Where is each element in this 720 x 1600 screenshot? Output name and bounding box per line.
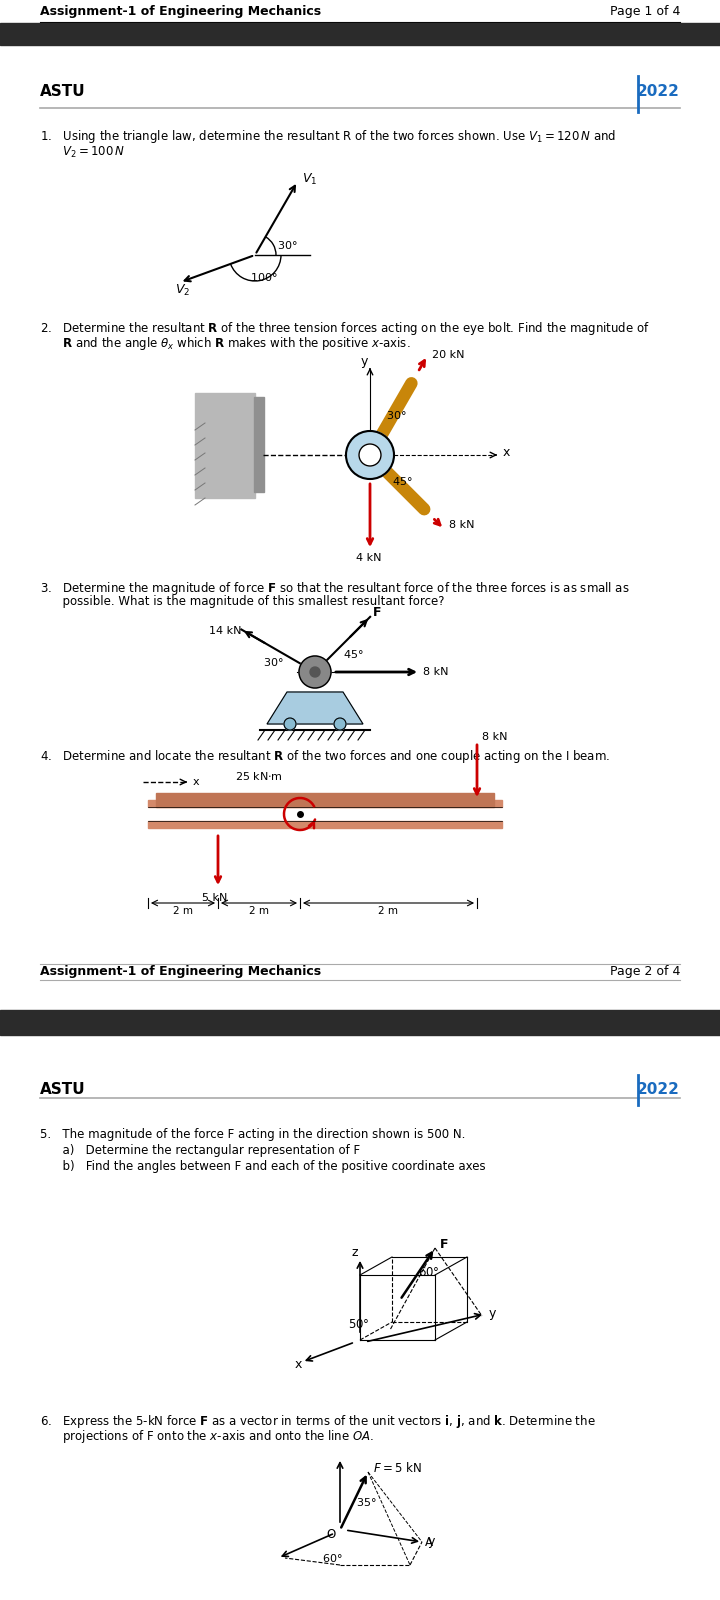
Text: $45°$: $45°$ xyxy=(343,648,364,659)
Text: $\mathbf{R}$ and the angle $\theta_x$ which $\mathbf{R}$ makes with the positive: $\mathbf{R}$ and the angle $\theta_x$ wh… xyxy=(40,334,410,352)
Text: $30°$: $30°$ xyxy=(263,656,284,669)
Text: 2 m: 2 m xyxy=(249,906,269,915)
Text: x: x xyxy=(193,778,199,787)
Text: 2022: 2022 xyxy=(637,85,680,99)
Text: $V_2 = 100\,N$: $V_2 = 100\,N$ xyxy=(40,146,125,160)
Text: F: F xyxy=(440,1238,449,1251)
Text: 2 m: 2 m xyxy=(173,906,193,915)
Polygon shape xyxy=(267,691,363,723)
Circle shape xyxy=(284,718,296,730)
Text: 2 m: 2 m xyxy=(379,906,398,915)
Circle shape xyxy=(310,667,320,677)
Text: Page 2 of 4: Page 2 of 4 xyxy=(610,965,680,979)
Text: $50°$: $50°$ xyxy=(348,1318,369,1331)
Bar xyxy=(254,397,264,493)
Bar xyxy=(148,800,502,806)
Text: $35°$: $35°$ xyxy=(356,1496,377,1507)
Text: 4.   Determine and locate the resultant $\mathbf{R}$ of the two forces and one c: 4. Determine and locate the resultant $\… xyxy=(40,749,610,765)
Text: y: y xyxy=(361,355,369,368)
Circle shape xyxy=(346,430,394,478)
Bar xyxy=(195,394,255,498)
Text: b)   Find the angles between F and each of the positive coordinate axes: b) Find the angles between F and each of… xyxy=(40,1160,485,1173)
Bar xyxy=(0,1010,720,1035)
Text: $30°$: $30°$ xyxy=(386,410,407,421)
Circle shape xyxy=(359,443,381,466)
Circle shape xyxy=(334,718,346,730)
Text: 5.   The magnitude of the force F acting in the direction shown is 500 N.: 5. The magnitude of the force F acting i… xyxy=(40,1128,465,1141)
Text: O: O xyxy=(326,1528,336,1541)
Text: $60°$: $60°$ xyxy=(322,1552,343,1565)
Text: x: x xyxy=(295,1357,302,1371)
Text: $100°$: $100°$ xyxy=(250,270,278,283)
Text: $V_2$: $V_2$ xyxy=(175,283,190,298)
Text: 1.   Using the triangle law, determine the resultant R of the two forces shown. : 1. Using the triangle law, determine the… xyxy=(40,128,616,146)
Text: possible. What is the magnitude of this smallest resultant force?: possible. What is the magnitude of this … xyxy=(40,595,444,608)
Text: $45°$: $45°$ xyxy=(392,475,413,486)
Text: 5 kN: 5 kN xyxy=(202,893,228,902)
Text: Page 1 of 4: Page 1 of 4 xyxy=(610,5,680,19)
Bar xyxy=(156,794,494,806)
Text: ASTU: ASTU xyxy=(40,1083,86,1098)
Text: z: z xyxy=(352,1246,359,1259)
Text: $30°$: $30°$ xyxy=(277,238,297,251)
Text: y: y xyxy=(428,1536,436,1549)
Text: 25 kN$\cdot$m: 25 kN$\cdot$m xyxy=(235,770,283,782)
Text: 6.   Express the 5-kN force $\mathbf{F}$ as a vector in terms of the unit vector: 6. Express the 5-kN force $\mathbf{F}$ a… xyxy=(40,1413,595,1430)
Text: 4 kN: 4 kN xyxy=(356,554,382,563)
Text: 8 kN: 8 kN xyxy=(423,667,449,677)
Text: 14 kN: 14 kN xyxy=(210,627,242,637)
Bar xyxy=(148,821,502,829)
Text: a)   Determine the rectangular representation of F: a) Determine the rectangular representat… xyxy=(40,1144,360,1157)
Text: Assignment-1 of Engineering Mechanics: Assignment-1 of Engineering Mechanics xyxy=(40,5,321,19)
Text: y: y xyxy=(489,1307,496,1320)
Text: ASTU: ASTU xyxy=(40,85,86,99)
Text: $V_1$: $V_1$ xyxy=(302,171,318,187)
Text: 20 kN: 20 kN xyxy=(431,350,464,360)
Text: $F = 5$ kN: $F = 5$ kN xyxy=(373,1461,422,1475)
Text: 2.   Determine the resultant $\mathbf{R}$ of the three tension forces acting on : 2. Determine the resultant $\mathbf{R}$ … xyxy=(40,320,650,338)
Text: projections of F onto the $x$-axis and onto the line $OA$.: projections of F onto the $x$-axis and o… xyxy=(40,1427,374,1445)
Bar xyxy=(148,779,502,806)
Text: A: A xyxy=(425,1536,433,1549)
Text: Assignment-1 of Engineering Mechanics: Assignment-1 of Engineering Mechanics xyxy=(40,965,321,979)
Text: 8 kN: 8 kN xyxy=(482,733,508,742)
Text: F: F xyxy=(373,606,382,619)
Circle shape xyxy=(299,656,331,688)
Text: $60°$: $60°$ xyxy=(418,1266,440,1278)
Text: x: x xyxy=(503,446,510,459)
Bar xyxy=(0,22,720,45)
Text: 8 kN: 8 kN xyxy=(449,520,474,530)
Text: 2022: 2022 xyxy=(637,1083,680,1098)
Text: 3.   Determine the magnitude of force $\mathbf{F}$ so that the resultant force o: 3. Determine the magnitude of force $\ma… xyxy=(40,579,630,597)
